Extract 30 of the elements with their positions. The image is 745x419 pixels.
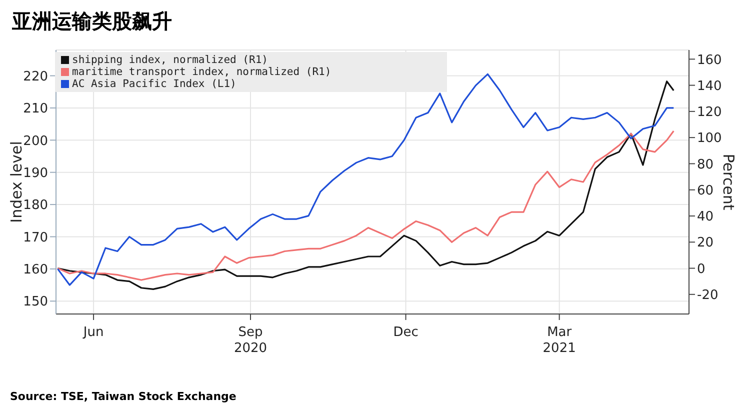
legend-label: shipping index, normalized (R1) (72, 54, 268, 66)
y-tick-label: 180 (23, 198, 48, 214)
y2-axis-title: Percent (720, 154, 738, 210)
y-tick-label: 150 (23, 294, 48, 310)
y2-tick-label: 40 (697, 210, 714, 225)
x-tick-label: Dec (393, 325, 418, 340)
y-tick-label: 210 (23, 102, 48, 117)
y2-tick-label: 140 (697, 78, 722, 94)
chart-title: 亚洲运输类股飙升 (12, 8, 172, 35)
x-tick-label: Mar 2021 (542, 325, 576, 356)
y-tick-label: 160 (23, 262, 48, 278)
y2-tick-label: 160 (697, 52, 722, 68)
y-tick-label: 170 (23, 230, 48, 246)
y2-tick-label: 0 (697, 262, 706, 277)
y-tick-label: 200 (23, 134, 48, 149)
x-tick-label: Sep 2020 (234, 325, 268, 356)
y2-tick-label: 80 (697, 157, 714, 172)
y2-tick-label: 120 (697, 105, 722, 120)
y-tick-label: 220 (23, 69, 48, 84)
y-tick-label: 190 (23, 166, 48, 181)
y2-tick-label: 20 (697, 236, 714, 251)
y-axis-title: Index level (7, 141, 26, 223)
y2-tick-label: 100 (697, 131, 722, 146)
y2-tick-label: -20 (697, 288, 718, 304)
x-tick-label: Jun (82, 325, 104, 340)
y2-tick-label: 60 (697, 183, 714, 198)
legend-label: maritime transport index, normalized (R1) (72, 66, 332, 78)
source-note: Source: TSE, Taiwan Stock Exchange (10, 390, 238, 403)
legend-label: AC Asia Pacific Index (L1) (72, 78, 236, 90)
line-series (56, 130, 674, 281)
